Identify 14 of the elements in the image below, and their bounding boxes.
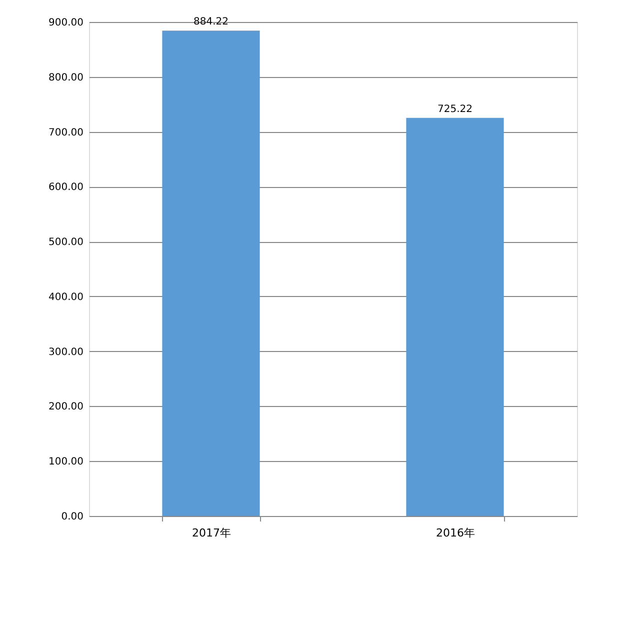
y-tick-label: 0.00 xyxy=(61,512,84,522)
x-tick-label: 2017年 xyxy=(192,526,231,540)
data-label: 884.22 xyxy=(194,16,228,28)
y-tick-label: 800.00 xyxy=(48,72,84,84)
y-tick-label: 600.00 xyxy=(48,182,84,194)
y-tick-label: 500.00 xyxy=(48,237,84,248)
y-tick-label: 400.00 xyxy=(48,292,84,303)
data-label: 725.22 xyxy=(438,104,472,115)
y-tick-label: 100.00 xyxy=(48,456,84,468)
x-tick-label: 2016年 xyxy=(436,526,475,540)
y-tick-label: 900.00 xyxy=(48,18,84,28)
y-tick-label: 200.00 xyxy=(48,402,84,413)
y-tick-label: 700.00 xyxy=(48,127,84,138)
y-tick-label: 300.00 xyxy=(48,346,84,358)
